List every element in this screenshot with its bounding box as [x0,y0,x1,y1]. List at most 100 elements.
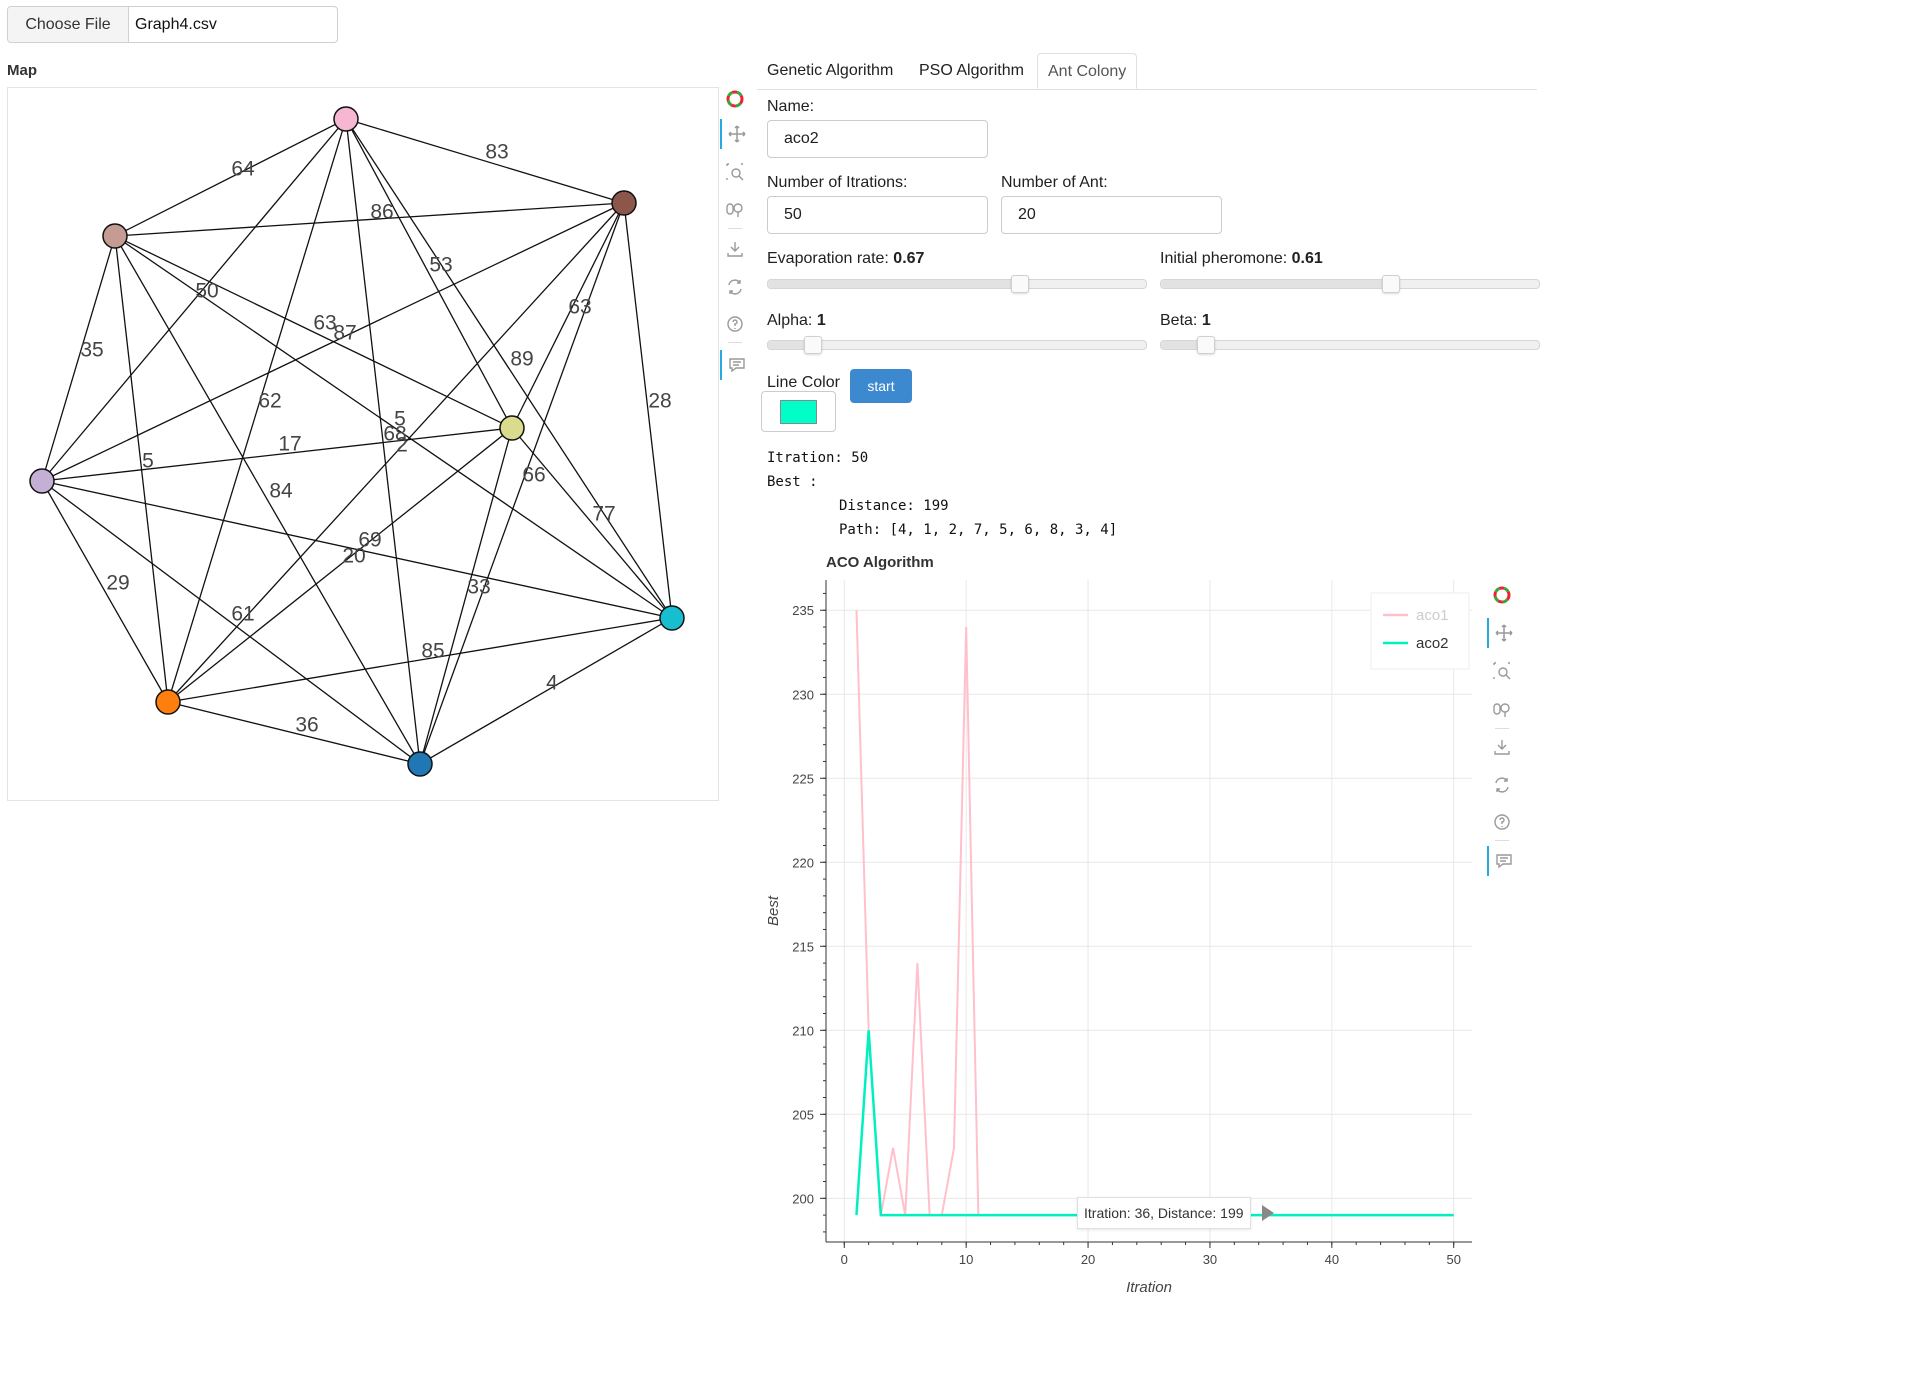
graph-edge-tan-orange [114,235,169,703]
ants-input[interactable]: 20 [1001,196,1222,234]
wheel-zoom-icon[interactable] [720,194,750,224]
tab-ant-colony[interactable]: Ant Colony [1037,53,1138,89]
edge-weight-label: 50 [195,280,218,303]
bokeh-logo-icon[interactable] [1487,580,1517,610]
graph-node-pink[interactable] [333,106,359,132]
y-tick-label: 230 [792,687,814,702]
name-input[interactable]: aco2 [767,120,988,158]
edge-weight-label: 29 [106,572,129,595]
save-icon[interactable] [720,234,750,264]
series-line-aco1 [855,610,1454,1217]
file-input[interactable]: Choose File Graph4.csv [7,6,338,43]
help-icon[interactable] [1487,807,1517,837]
file-name: Graph4.csv [135,15,217,33]
map-plot[interactable] [7,87,719,801]
edge-weight-label: 28 [648,390,671,413]
chart-series [855,610,1454,1217]
graph-edge-orange-blue [167,701,421,765]
x-tick-label: 50 [1446,1252,1460,1267]
graph-edge-tan-cyan [114,235,673,619]
choose-file-button[interactable]: Choose File [8,7,129,42]
graph-edge-pink-cyan [345,118,673,619]
hover-tool-icon[interactable] [1487,846,1519,876]
y-tick-label: 235 [792,603,814,618]
pan-tool-icon[interactable] [1487,618,1519,648]
graph-node-lavender[interactable] [29,468,55,494]
edge-weight-label: 64 [231,158,255,181]
legend-entry-aco1: aco1 [1416,607,1449,624]
evaporation-value: 0.67 [893,250,925,267]
result-best: Best : [767,474,818,490]
pan-tool-icon[interactable] [720,119,752,149]
graph-node-olive[interactable] [499,415,525,441]
ants-label: Number of Ant: [1001,174,1108,191]
line-color-picker[interactable] [761,391,836,432]
bokeh-logo-icon[interactable] [720,84,750,114]
beta-slider-handle[interactable] [1197,336,1216,354]
iterations-input[interactable]: 50 [767,196,988,234]
pheromone-value: 0.61 [1291,250,1323,267]
chart-legend: aco1 aco2 [1370,592,1470,670]
edge-weight-label: 36 [295,714,318,737]
evaporation-slider[interactable] [767,275,1147,293]
x-tick-label: 40 [1325,1252,1339,1267]
box-zoom-icon[interactable] [1487,656,1517,686]
graph-node-blue[interactable] [407,751,433,777]
graph-edge-olive-blue [419,427,513,765]
edge-weight-label: 33 [467,576,490,599]
alpha-slider-handle[interactable] [804,336,823,354]
pheromone-slider[interactable] [1160,275,1540,293]
graph-edge-lavender-orange [41,480,169,703]
beta-slider[interactable] [1160,336,1540,354]
graph-edge-pink-brown [345,118,625,204]
chart-title: ACO Algorithm [826,554,934,571]
graph-edge-olive-cyan [511,427,673,619]
help-icon[interactable] [720,309,750,339]
graph-node-orange[interactable] [155,689,181,715]
edge-weight-label: 17 [278,433,301,456]
edge-weight-label: 87 [333,322,356,345]
algorithm-tabs: Genetic Algorithm PSO Algorithm Ant Colo… [757,53,1537,90]
edge-weight-label: 85 [421,640,444,663]
save-icon[interactable] [1487,732,1517,762]
y-tick-label: 200 [792,1191,814,1206]
edge-weight-label: 66 [522,464,545,487]
iterations-label: Number of Itrations: [767,174,908,191]
result-path: Path: [4, 1, 2, 7, 5, 6, 8, 3, 4] [839,522,1118,538]
aco-chart[interactable]: 0 10 20 30 40 50 200 205 210 215 220 225 230 235 Itrat… [760,570,1520,1310]
y-tick-label: 215 [792,939,814,954]
legend-box [1370,592,1470,670]
reset-icon[interactable] [1487,770,1517,800]
edge-weight-label: 4 [546,672,558,695]
tab-genetic-algorithm[interactable]: Genetic Algorithm [767,62,894,79]
chart-axes: 0 10 20 30 40 50 200 205 210 215 220 225 230 235 Itrat… [765,580,1472,1296]
chart-grid [826,580,1472,1242]
graph-node-cyan[interactable] [659,605,685,631]
graph-edge-brown-olive [511,202,625,429]
graph-edge-brown-orange [167,202,625,703]
alpha-slider[interactable] [767,336,1147,354]
wheel-zoom-icon[interactable] [1487,694,1517,724]
evaporation-slider-handle[interactable] [1010,275,1029,293]
box-zoom-icon[interactable] [720,157,750,187]
map-toolbar [720,84,750,394]
tooltip-arrow [1262,1205,1274,1221]
graph-node-brown[interactable] [611,190,637,216]
tab-pso-algorithm[interactable]: PSO Algorithm [919,62,1024,79]
edge-weight-label: 84 [269,480,293,503]
reset-icon[interactable] [720,272,750,302]
x-tick-label: 20 [1081,1252,1095,1267]
alpha-label: Alpha: 1 [767,312,826,329]
edge-weight-label: 35 [80,339,103,362]
name-label: Name: [767,98,815,115]
start-button[interactable]: start [850,369,912,403]
graph-edge-pink-olive [345,118,513,429]
graph-edge-lavender-blue [41,480,421,765]
graph-node-tan[interactable] [102,223,128,249]
graph-edge-pink-tan [114,118,347,237]
hover-tool-icon[interactable] [720,350,752,380]
x-tick-label: 0 [841,1252,848,1267]
graph-edge-olive-orange [167,427,513,703]
graph-edge-cyan-orange [167,617,673,703]
pheromone-slider-handle[interactable] [1381,275,1400,293]
